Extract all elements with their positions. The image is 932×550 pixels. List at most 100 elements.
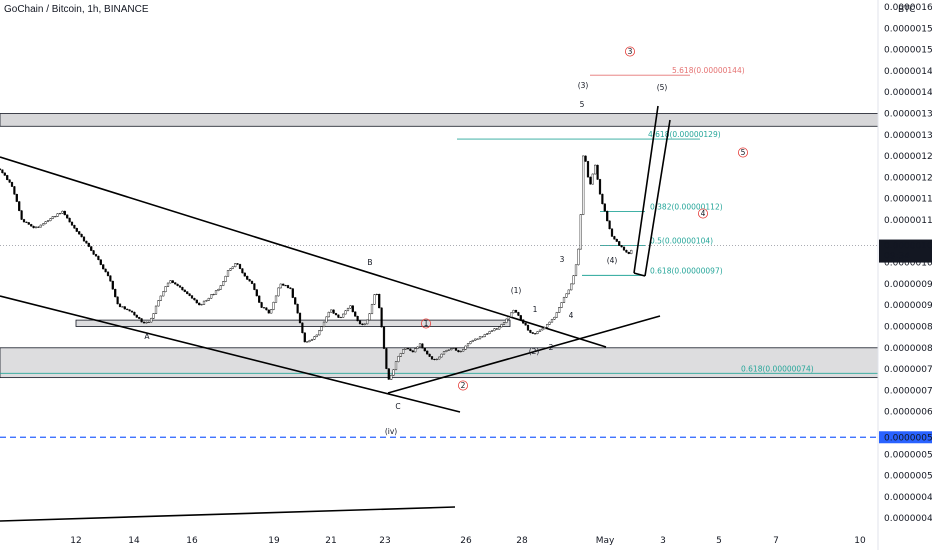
candle-body (157, 300, 160, 307)
candle-body (373, 294, 376, 305)
candle-body (591, 173, 594, 185)
y-tick-label: 0.00000055 (884, 450, 932, 460)
candle-body (572, 275, 575, 285)
candle-body (246, 275, 249, 280)
last-price-value: 0.00000104 (884, 242, 932, 252)
candle-body (282, 283, 285, 286)
candle-body (274, 295, 278, 303)
candle-body (613, 236, 616, 240)
last-price-badge (879, 239, 932, 263)
candle-body (114, 288, 117, 298)
time-axis[interactable]: 12 14 16 19 21 23 26 28 May 3 5 7 10 (70, 536, 866, 546)
candle-body (150, 318, 153, 323)
candle-body (255, 289, 258, 297)
x-tick-label: 28 (516, 536, 528, 546)
candle-body (272, 302, 275, 310)
candle-body (260, 302, 263, 308)
wave-labels: A B C (iv) 1 2 3 4 5 (1) (2) (3) (4) (5) 1 2 3 4 5 (144, 46, 749, 436)
fib-label: 0.5(0.00000104) (650, 237, 713, 246)
candle-body (262, 307, 266, 309)
candle-body (344, 310, 347, 315)
wave-label: (4) (607, 256, 618, 265)
candle-body (231, 266, 234, 269)
candle-body (620, 245, 623, 248)
fib-label: 0.618(0.00000074) (741, 364, 814, 373)
candle-body (618, 241, 621, 246)
candle-body (70, 221, 74, 226)
candle-body (296, 303, 299, 314)
candle-body (241, 268, 244, 274)
candle-body (3, 172, 6, 176)
trendline (0, 506, 456, 522)
wave-label: 1 (424, 319, 429, 328)
candle-body (97, 255, 100, 260)
candle-body (104, 268, 107, 273)
candle-body (474, 338, 477, 341)
candle-body (42, 223, 45, 226)
candle-body (68, 217, 71, 223)
candle-body (529, 330, 532, 333)
wave-label: (iv) (385, 427, 397, 436)
wave-label: 4 (569, 311, 574, 320)
candle-body (615, 238, 618, 242)
candle-body (378, 293, 381, 309)
alert-price-badge (879, 431, 932, 444)
candle-body (294, 297, 297, 305)
alert-price-value: 0.00000059 (884, 433, 932, 443)
candle-body (469, 341, 472, 344)
candle-body (601, 193, 604, 205)
candle-body (13, 186, 16, 195)
candle-body (606, 210, 609, 222)
candle-body (190, 295, 194, 299)
fib-label: 0.618(0.00000097) (650, 266, 723, 275)
y-tick-label: 0.00000145 (884, 67, 932, 77)
candle-body (20, 210, 23, 220)
candle-body (349, 305, 352, 309)
candle-body (560, 302, 563, 308)
candle-body (39, 224, 42, 228)
candle-body (298, 312, 302, 324)
candle-body (318, 330, 321, 336)
candle-body (574, 264, 578, 276)
candle-body (315, 334, 318, 337)
candle-body (178, 285, 182, 288)
candle-body (526, 324, 530, 331)
candle-body (49, 218, 52, 221)
candle-body (541, 328, 544, 331)
candle-body (486, 333, 489, 335)
candle-body (426, 350, 429, 355)
candle-body (116, 296, 119, 305)
candle-body (78, 231, 81, 235)
candle-body (279, 283, 282, 289)
x-tick-label: 23 (379, 536, 390, 546)
candle-body (25, 221, 28, 223)
candle-body (18, 201, 21, 211)
x-tick-label: 12 (70, 536, 81, 546)
candle-body (90, 246, 93, 251)
candle-body (205, 300, 208, 302)
candle-body (222, 281, 225, 286)
wave-label: 3 (628, 47, 633, 56)
candle-body (385, 348, 388, 369)
candle-body (186, 291, 189, 294)
candle-body (476, 338, 479, 340)
candle-body (411, 350, 414, 353)
candle-body (130, 310, 134, 313)
candle-body (30, 224, 33, 227)
candle-body (356, 316, 359, 322)
candle-body (397, 356, 400, 362)
trendline (0, 295, 461, 413)
zone (75, 319, 511, 327)
candle-body (54, 216, 57, 218)
candle-body (370, 304, 374, 314)
candle-body (414, 348, 417, 353)
x-tick-label: 10 (854, 536, 866, 546)
candle-body (366, 319, 369, 325)
candle-body (195, 299, 198, 304)
candle-body (238, 264, 242, 269)
candle-body (603, 203, 606, 212)
wave-label: 2 (549, 343, 554, 352)
